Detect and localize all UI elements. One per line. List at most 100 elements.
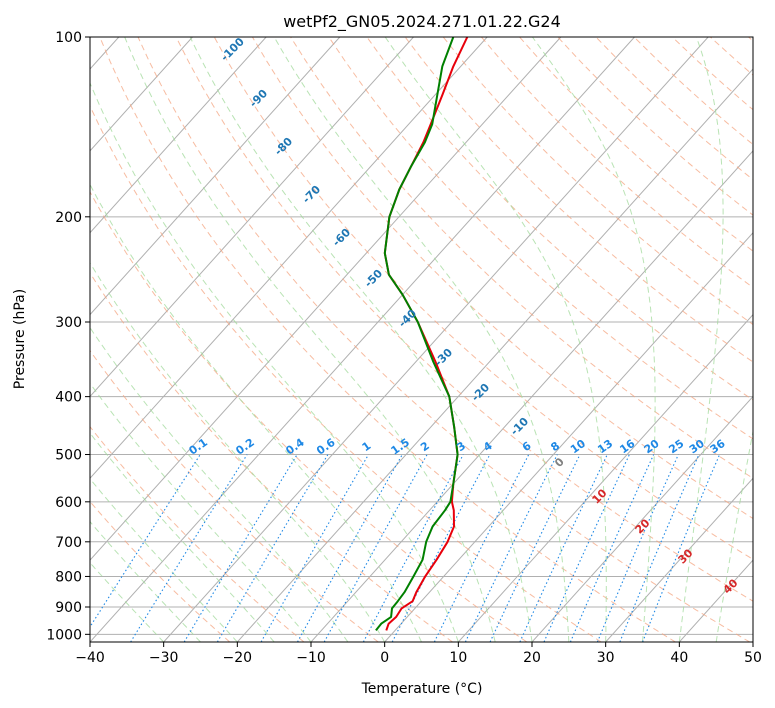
- dry-adiabat-label: -60: [330, 226, 353, 249]
- moist-adiabat-label: 30: [676, 546, 696, 566]
- dry-adiabat: [137, 37, 751, 642]
- dry-adiabat: [328, 37, 753, 440]
- mixing-ratio-label: 1: [360, 439, 374, 454]
- moist-adiabat: [189, 37, 533, 642]
- dry-adiabat: [251, 37, 753, 520]
- dry-adiabat-label: -40: [396, 307, 419, 330]
- mixing-ratio-line: [297, 454, 403, 642]
- x-tick-label: 0: [380, 650, 389, 666]
- mixing-ratio-label: 13: [595, 437, 615, 456]
- mixing-ratio-line: [323, 454, 428, 642]
- mixing-ratio-line: [391, 454, 491, 642]
- moist-adiabats: [90, 37, 753, 642]
- dry-adiabat-label: -20: [469, 381, 492, 404]
- isotherm-line: [90, 37, 562, 561]
- dry-adiabat: [90, 271, 453, 642]
- mixing-ratio-line: [569, 454, 655, 642]
- adiabat-labels: 0.1 0.2 0.4 0.6 1 1.5 2 3 4 6 8 10 13 16 20 25 30 36-100-…: [187, 37, 741, 597]
- dry-adiabat: [90, 425, 305, 642]
- moist-adiabat: [384, 37, 607, 642]
- dry-adiabat: [366, 37, 753, 401]
- dry-adiabat: [90, 190, 528, 642]
- mixing-ratio-line: [642, 454, 721, 642]
- dry-adiabat-label: -90: [247, 87, 270, 110]
- isotherm-line: [384, 231, 753, 642]
- y-tick-label: 200: [55, 210, 82, 226]
- y-tick-label: 400: [55, 390, 82, 406]
- y-tick-label: 700: [55, 535, 82, 551]
- dewpoint-line: [375, 37, 459, 632]
- x-tick-label: −30: [149, 650, 179, 666]
- isotherm-line: [90, 37, 267, 234]
- isotherm-line: [90, 37, 414, 398]
- mixing-ratio-line: [519, 454, 608, 642]
- mixing-ratio-label: 20: [642, 437, 662, 457]
- x-axis-ticks: −40 −30 −20 −10 0 10 20 30 40 50: [75, 642, 762, 666]
- dry-adiabat: [557, 37, 753, 216]
- mixing-ratio-line: [183, 454, 298, 642]
- plot-area: 0.1 0.2 0.4 0.6 1 1.5 2 3 4 6 8 10 13 16 20 25 30 36-100-…: [90, 37, 753, 642]
- mixing-ratio-label: 30: [687, 437, 707, 457]
- pressure-gridlines: [90, 37, 753, 635]
- dry-adiabat-label: -70: [300, 183, 323, 206]
- dry-adiabat: [90, 349, 379, 642]
- moist-adiabat: [273, 37, 570, 642]
- isotherm-line: [163, 37, 709, 642]
- moist-adiabat: [678, 37, 724, 642]
- moist-adiabat: [90, 382, 312, 642]
- isotherm-gridlines: [90, 37, 753, 642]
- profile-series: [375, 37, 469, 632]
- dry-adiabat: [442, 37, 753, 326]
- y-tick-label: 300: [55, 315, 82, 331]
- dry-adiabat: [290, 37, 753, 479]
- y-tick-label: 1000: [46, 627, 82, 643]
- moist-adiabat: [531, 37, 656, 642]
- mixing-ratio-label: 36: [708, 437, 728, 457]
- isotherm-line: [678, 559, 753, 642]
- dry-adiabat: [99, 37, 676, 642]
- dry-adiabat: [748, 37, 753, 42]
- isotherm-line: [236, 68, 753, 642]
- isotherm-line: [90, 37, 341, 316]
- isotherm-line: [310, 150, 753, 642]
- moist-adiabat: [124, 37, 496, 642]
- mixing-ratio-line: [216, 454, 329, 642]
- dry-adiabat-label: -10: [508, 415, 531, 438]
- mixing-ratio-label: 6: [520, 439, 534, 454]
- moist-adiabat: [90, 326, 349, 642]
- y-tick-label: 600: [55, 495, 82, 511]
- dry-adiabat: [175, 37, 753, 602]
- moist-adiabat: [90, 477, 238, 642]
- y-tick-label: 900: [55, 600, 82, 616]
- mixing-ratio-lines: [90, 454, 721, 642]
- mixing-ratio-label: 10: [568, 437, 588, 457]
- y-tick-label: 800: [55, 569, 82, 585]
- mixing-ratio-line: [362, 454, 464, 642]
- x-axis-label: Temperature (°C): [361, 681, 483, 697]
- x-tick-label: 30: [597, 650, 615, 666]
- mixing-ratio-line: [543, 454, 630, 642]
- y-tick-label: 500: [55, 448, 82, 464]
- isotherm-line: [605, 477, 753, 642]
- y-axis-label: Pressure (hPa): [12, 289, 28, 389]
- mixing-ratio-label: 25: [666, 437, 686, 456]
- y-tick-label: 100: [55, 30, 82, 46]
- mixing-ratio-line: [90, 454, 201, 628]
- moist-adiabat: [90, 432, 275, 642]
- mixing-ratio-line: [596, 454, 679, 642]
- isotherm-line: [531, 395, 753, 642]
- moist-adiabat-label: 0: [552, 455, 567, 470]
- isotherm-line: [90, 37, 488, 480]
- plot-frame: [89, 36, 754, 643]
- dry-adiabat: [404, 37, 753, 363]
- mixing-ratio-label: 4: [481, 439, 495, 454]
- mixing-ratio-line: [489, 454, 581, 642]
- isotherm-line: [90, 37, 193, 152]
- dry-adiabat: [90, 104, 602, 642]
- moist-adiabat: [90, 261, 386, 642]
- dry-adiabat: [90, 500, 231, 642]
- moist-adiabat: [90, 81, 459, 642]
- x-tick-label: −40: [75, 650, 105, 666]
- y-axis-ticks: 100 200 300 400 500 600 700 800 900 1000: [46, 30, 90, 643]
